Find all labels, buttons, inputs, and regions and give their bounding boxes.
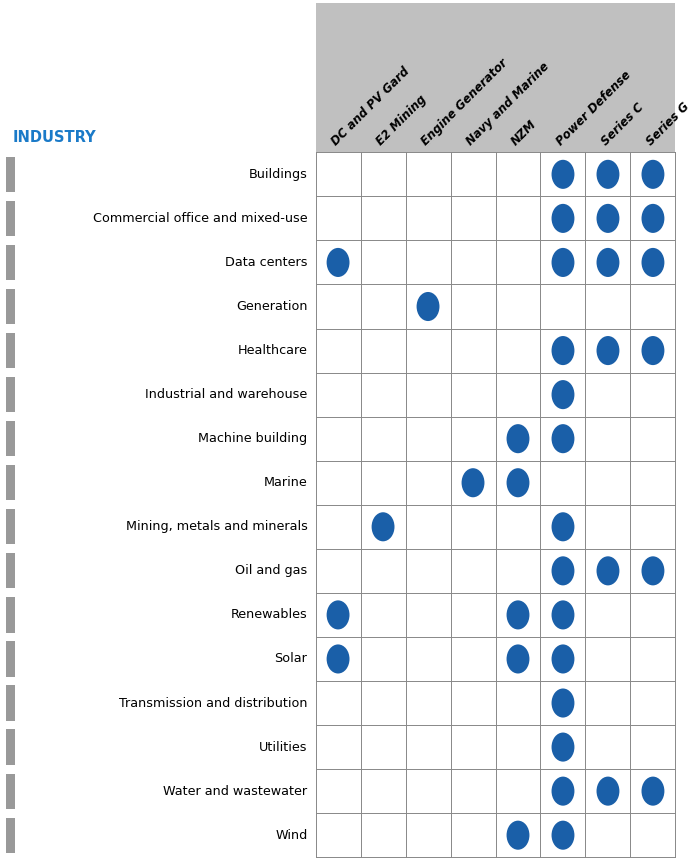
Text: Industrial and warehouse: Industrial and warehouse: [145, 388, 308, 401]
Circle shape: [552, 424, 575, 453]
Text: Commercial office and mixed-use: Commercial office and mixed-use: [93, 212, 308, 225]
Text: DC and PV Gard: DC and PV Gard: [329, 64, 412, 148]
Circle shape: [596, 777, 619, 806]
Text: Data centers: Data centers: [225, 256, 308, 269]
Text: Oil and gas: Oil and gas: [236, 564, 308, 577]
Circle shape: [596, 248, 619, 277]
Circle shape: [642, 160, 664, 189]
Text: Marine: Marine: [264, 476, 308, 489]
Bar: [6, 729, 15, 765]
Bar: [6, 509, 15, 544]
Bar: [6, 421, 15, 457]
Circle shape: [552, 380, 575, 409]
Circle shape: [372, 513, 394, 541]
Circle shape: [461, 468, 484, 497]
Circle shape: [326, 248, 350, 277]
Bar: [6, 157, 15, 192]
Circle shape: [552, 820, 575, 850]
Circle shape: [642, 336, 664, 365]
Circle shape: [642, 204, 664, 233]
Circle shape: [552, 513, 575, 541]
Bar: [6, 685, 15, 721]
Circle shape: [507, 644, 529, 673]
Circle shape: [507, 600, 529, 630]
Bar: [6, 642, 15, 677]
Circle shape: [596, 204, 619, 233]
Bar: [6, 289, 15, 324]
Text: INDUSTRY: INDUSTRY: [13, 131, 96, 145]
Circle shape: [552, 777, 575, 806]
Bar: [6, 465, 15, 501]
Circle shape: [326, 644, 350, 673]
Bar: [6, 333, 15, 368]
Text: Mining, metals and minerals: Mining, metals and minerals: [126, 520, 308, 533]
Circle shape: [507, 424, 529, 453]
Circle shape: [596, 336, 619, 365]
Bar: [6, 377, 15, 412]
Text: Water and wastewater: Water and wastewater: [164, 784, 308, 797]
Text: Transmission and distribution: Transmission and distribution: [119, 697, 308, 709]
Circle shape: [552, 644, 575, 673]
Bar: [6, 200, 15, 236]
Bar: [6, 553, 15, 588]
Text: Series G: Series G: [644, 100, 692, 148]
Circle shape: [642, 556, 664, 586]
Circle shape: [507, 820, 529, 850]
Text: Solar: Solar: [275, 653, 308, 666]
Bar: [6, 245, 15, 280]
Text: NZM: NZM: [509, 118, 540, 148]
Circle shape: [552, 160, 575, 189]
Circle shape: [552, 733, 575, 762]
Circle shape: [417, 292, 440, 321]
Circle shape: [596, 160, 619, 189]
Circle shape: [552, 336, 575, 365]
Text: E2 Mining: E2 Mining: [374, 93, 429, 148]
Circle shape: [596, 556, 619, 586]
Circle shape: [552, 600, 575, 630]
Text: Wind: Wind: [275, 829, 308, 842]
Text: Renewables: Renewables: [231, 608, 308, 622]
Text: Utilities: Utilities: [259, 740, 308, 753]
Circle shape: [326, 600, 350, 630]
Bar: [315, 3, 675, 152]
Text: Power Defense: Power Defense: [554, 68, 633, 148]
Text: Healthcare: Healthcare: [238, 344, 308, 357]
Text: Series C: Series C: [599, 101, 646, 148]
Text: Buildings: Buildings: [249, 168, 308, 181]
Text: Machine building: Machine building: [199, 433, 308, 445]
Bar: [6, 773, 15, 808]
Bar: [6, 818, 15, 853]
Text: Navy and Marine: Navy and Marine: [464, 60, 552, 148]
Bar: [6, 598, 15, 633]
Circle shape: [507, 468, 529, 497]
Circle shape: [642, 777, 664, 806]
Circle shape: [552, 248, 575, 277]
Circle shape: [552, 204, 575, 233]
Circle shape: [642, 248, 664, 277]
Text: Generation: Generation: [236, 300, 308, 313]
Text: Engine Generator: Engine Generator: [419, 57, 510, 148]
Circle shape: [552, 689, 575, 717]
Circle shape: [552, 556, 575, 586]
